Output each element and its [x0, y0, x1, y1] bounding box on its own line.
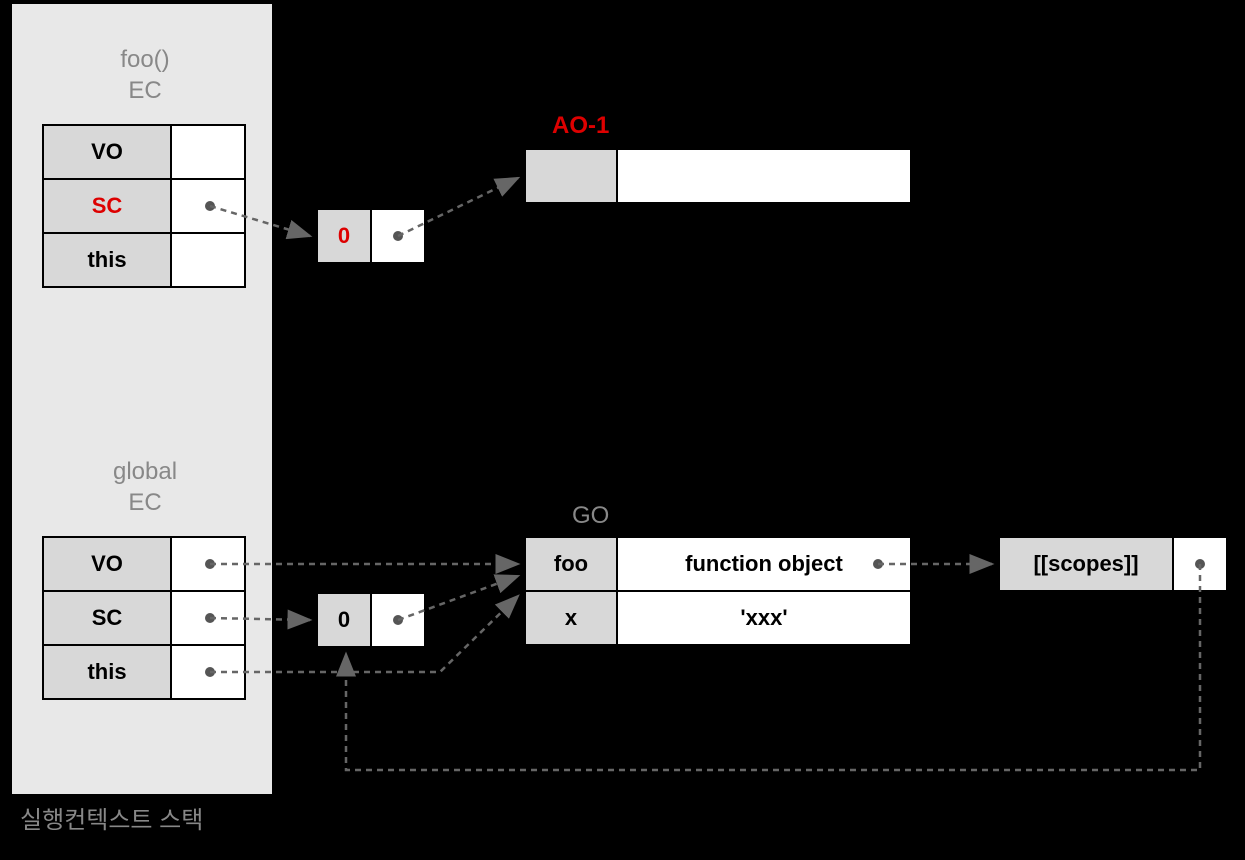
go-foo-key: foo — [524, 536, 618, 592]
foo-ec-sc-key: SC — [42, 178, 172, 234]
scopes-val — [1172, 536, 1228, 592]
ao1-label: AO-1 — [552, 110, 609, 141]
go-x-key: x — [524, 590, 618, 646]
scopes-key: [[scopes]] — [998, 536, 1174, 592]
go-x-val: 'xxx' — [616, 590, 912, 646]
ao1-val — [616, 148, 912, 204]
go-label: GO — [572, 500, 609, 531]
global-ec-this-key: this — [42, 644, 172, 700]
global-scope-index-key: 0 — [316, 592, 372, 648]
global-ec-vo-val — [170, 536, 246, 592]
foo-scope-index-key: 0 — [316, 208, 372, 264]
foo-ec-this-key: this — [42, 232, 172, 288]
foo-ec-this-val — [170, 232, 246, 288]
global-scope-index-val — [370, 592, 426, 648]
foo-ec-label: foo() EC — [100, 44, 190, 106]
foo-ec-vo-val — [170, 124, 246, 180]
global-ec-vo-key: VO — [42, 536, 172, 592]
foo-ec-sc-val — [170, 178, 246, 234]
global-ec-label: global EC — [90, 456, 200, 518]
foo-ec-vo-key: VO — [42, 124, 172, 180]
global-ec-this-val — [170, 644, 246, 700]
global-ec-sc-val — [170, 590, 246, 646]
stack-caption: 실행컨텍스트 스택 — [20, 805, 203, 836]
foo-scope-index-val — [370, 208, 426, 264]
ao1-key — [524, 148, 618, 204]
global-ec-sc-key: SC — [42, 590, 172, 646]
go-foo-val: function object — [616, 536, 912, 592]
